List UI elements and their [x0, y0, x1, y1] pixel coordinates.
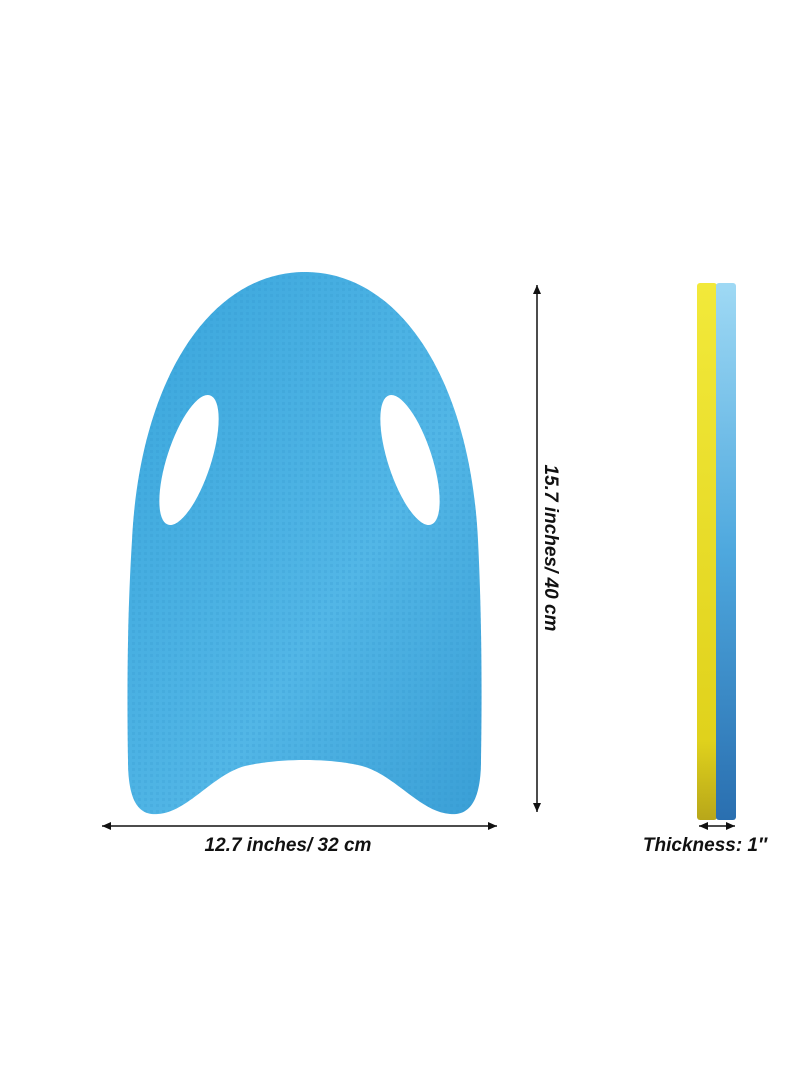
- right-handle: [380, 394, 440, 526]
- board-texture: [127, 272, 482, 815]
- blue-layer: [716, 283, 736, 820]
- height-label: 15.7 inches/ 40 cm: [540, 465, 561, 632]
- thickness-label: Thickness: 1″: [643, 835, 768, 856]
- width-label: 12.7 inches/ 32 cm: [205, 835, 372, 856]
- yellow-layer: [697, 283, 717, 820]
- kickboard: [127, 272, 482, 815]
- side-view: [697, 283, 736, 820]
- left-handle: [159, 394, 219, 526]
